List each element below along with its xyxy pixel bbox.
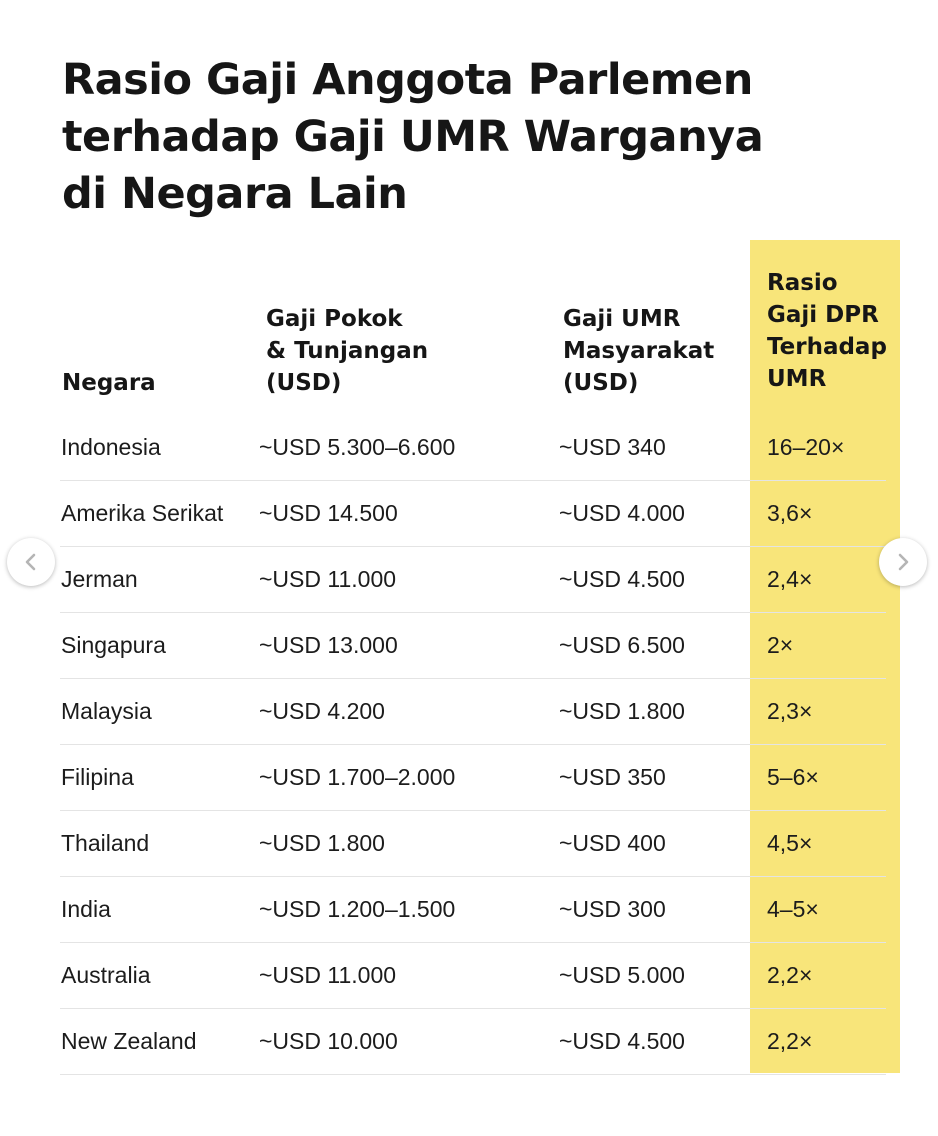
cell-country: Singapura xyxy=(61,632,166,658)
table-body: Indonesia ~USD 5.300–6.600 ~USD 340 16–2… xyxy=(60,415,886,1075)
table-row: Amerika Serikat ~USD 14.500 ~USD 4.000 3… xyxy=(60,481,886,547)
title-line: Rasio Gaji Anggota Parlemen xyxy=(62,55,753,105)
title-line: terhadap Gaji UMR Warganya xyxy=(62,112,764,162)
cell-salary: ~USD 1.700–2.000 xyxy=(259,764,456,790)
cell-salary: ~USD 14.500 xyxy=(259,500,398,526)
header-salary-line: Gaji Pokok xyxy=(266,306,403,332)
cell-umr: ~USD 1.800 xyxy=(559,698,685,724)
cell-country: Thailand xyxy=(61,830,150,856)
table-row: Thailand ~USD 1.800 ~USD 400 4,5× xyxy=(60,811,886,877)
cell-ratio: 16–20× xyxy=(767,434,845,460)
header-ratio-line: UMR xyxy=(767,366,827,392)
header-umr-line: Masyarakat xyxy=(563,338,715,364)
previous-slide-button[interactable] xyxy=(7,538,55,586)
table-row: Australia ~USD 11.000 ~USD 5.000 2,2× xyxy=(60,943,886,1009)
table-row: Indonesia ~USD 5.300–6.600 ~USD 340 16–2… xyxy=(60,415,886,481)
table-row: Filipina ~USD 1.700–2.000 ~USD 350 5–6× xyxy=(60,745,886,811)
cell-umr: ~USD 5.000 xyxy=(559,962,685,988)
cell-umr: ~USD 350 xyxy=(559,764,666,790)
table-row: Malaysia ~USD 4.200 ~USD 1.800 2,3× xyxy=(60,679,886,745)
cell-salary: ~USD 11.000 xyxy=(259,566,397,592)
cell-country: Amerika Serikat xyxy=(61,500,224,526)
header-umr-line: Gaji UMR xyxy=(563,306,681,332)
cell-ratio: 4,5× xyxy=(767,830,813,856)
cell-country: Jerman xyxy=(61,566,138,592)
next-slide-button[interactable] xyxy=(879,538,927,586)
cell-country: Filipina xyxy=(61,764,134,790)
cell-salary: ~USD 5.300–6.600 xyxy=(259,434,456,460)
ratio-column-highlight xyxy=(750,240,900,1073)
cell-country: Indonesia xyxy=(61,434,161,460)
cell-umr: ~USD 340 xyxy=(559,434,666,460)
chevron-right-icon xyxy=(898,553,909,571)
header-country: Negara xyxy=(62,367,156,399)
cell-umr: ~USD 300 xyxy=(559,896,666,922)
cell-umr: ~USD 6.500 xyxy=(559,632,685,658)
cell-ratio: 5–6× xyxy=(767,764,819,790)
cell-salary: ~USD 10.000 xyxy=(259,1028,398,1054)
cell-salary: ~USD 13.000 xyxy=(259,632,398,658)
table-row: Jerman ~USD 11.000 ~USD 4.500 2,4× xyxy=(60,547,886,613)
cell-ratio: 3,6× xyxy=(767,500,813,526)
cell-ratio: 2,4× xyxy=(767,566,813,592)
cell-umr: ~USD 4.000 xyxy=(559,500,685,526)
header-umr-line: (USD) xyxy=(563,370,639,396)
header-ratio-line: Gaji DPR xyxy=(767,302,879,328)
cell-umr: ~USD 4.500 xyxy=(559,1028,685,1054)
cell-country: Malaysia xyxy=(61,698,152,724)
cell-ratio: 2,2× xyxy=(767,962,813,988)
table-row: New Zealand ~USD 10.000 ~USD 4.500 2,2× xyxy=(60,1009,886,1075)
cell-salary: ~USD 1.800 xyxy=(259,830,385,856)
cell-umr: ~USD 4.500 xyxy=(559,566,685,592)
cell-salary: ~USD 1.200–1.500 xyxy=(259,896,456,922)
cell-ratio: 4–5× xyxy=(767,896,819,922)
title-line: di Negara Lain xyxy=(62,169,408,219)
header-ratio-line: Rasio xyxy=(767,270,838,296)
header-salary-line: & Tunjangan xyxy=(266,338,429,364)
cell-country: Australia xyxy=(61,962,151,988)
chevron-left-icon xyxy=(25,553,36,571)
table-row: India ~USD 1.200–1.500 ~USD 300 4–5× xyxy=(60,877,886,943)
cell-salary: ~USD 11.000 xyxy=(259,962,397,988)
cell-country: India xyxy=(61,896,111,922)
header-salary: Gaji Pokok & Tunjangan (USD) xyxy=(266,303,428,399)
page-title: Rasio Gaji Anggota Parlemen terhadap Gaj… xyxy=(62,52,862,223)
cell-ratio: 2,3× xyxy=(767,698,813,724)
cell-salary: ~USD 4.200 xyxy=(259,698,385,724)
header-salary-line: (USD) xyxy=(266,370,342,396)
header-ratio: Rasio Gaji DPR Terhadap UMR xyxy=(767,267,887,395)
table-row: Singapura ~USD 13.000 ~USD 6.500 2× xyxy=(60,613,886,679)
cell-country: New Zealand xyxy=(61,1028,197,1054)
cell-ratio: 2,2× xyxy=(767,1028,813,1054)
header-umr: Gaji UMR Masyarakat (USD) xyxy=(563,303,714,399)
cell-umr: ~USD 400 xyxy=(559,830,666,856)
cell-ratio: 2× xyxy=(767,632,794,658)
header-country-label: Negara xyxy=(62,370,156,396)
header-ratio-line: Terhadap xyxy=(767,334,887,360)
